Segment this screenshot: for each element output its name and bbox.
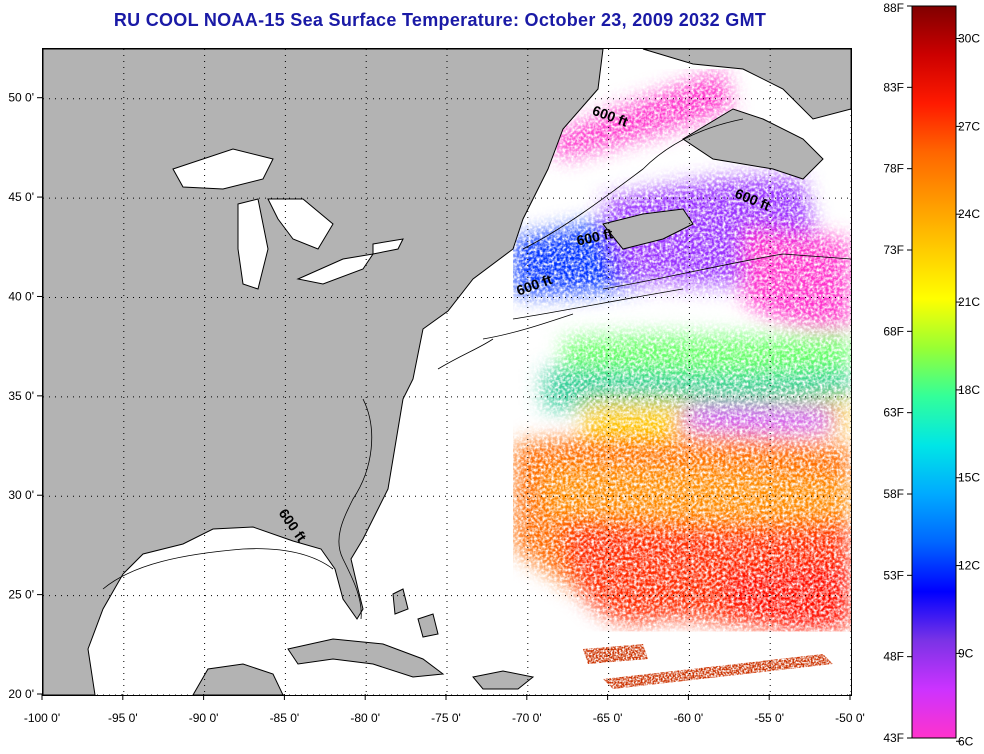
colorbar-f-label: 63F (883, 406, 904, 420)
longitude-ticks: -100 0' -95 0' -90 0' -85 0' -80 0' -75 0' -70… (24, 694, 865, 725)
lat-tick-label: 35 0' (8, 389, 34, 403)
colorbar-f-label: 73F (883, 243, 904, 257)
colorbar-c-label: 30C (958, 32, 980, 46)
lon-tick-label: -55 0' (754, 711, 784, 725)
lat-tick-label: 50 0' (8, 91, 34, 105)
colorbar-f-label: 83F (883, 80, 904, 94)
colorbar-f-label: 43F (883, 731, 904, 745)
lon-tick-label: -65 0' (593, 711, 623, 725)
colorbar-c-label: 6C (958, 734, 974, 748)
lon-tick-label: -80 0' (350, 711, 380, 725)
colorbar-c-label: 12C (958, 559, 980, 573)
lon-tick-label: -60 0' (674, 711, 704, 725)
lon-tick-label: -95 0' (108, 711, 138, 725)
lat-tick-label: 20 0' (8, 687, 34, 701)
lat-tick-label: 45 0' (8, 190, 34, 204)
latitude-ticks: 20 0' 25 0' 30 0' 35 0' 40 0' 45 0' 50 0' (8, 91, 42, 701)
colorbar-f-label: 58F (883, 487, 904, 501)
map-title: RU COOL NOAA-15 Sea Surface Temperature:… (113, 10, 767, 30)
colorbar-c-label: 21C (958, 295, 980, 309)
lat-tick-label: 30 0' (8, 488, 34, 502)
colorbar: 88F 83F 78F 73F 68F 63F 58F 53F 48F 43F 30C 27C 24C 2… (883, 1, 980, 748)
contour-label: 600 ft (575, 225, 614, 248)
colorbar-c-label: 15C (958, 471, 980, 485)
colorbar-f-label: 68F (883, 324, 904, 338)
colorbar-f-label: 78F (883, 162, 904, 176)
great-lakes (172, 148, 404, 290)
colorbar-c-label: 9C (958, 646, 974, 660)
land-mass (43, 49, 851, 695)
colorbar-f-label: 53F (883, 568, 904, 582)
map-panel[interactable]: 600 ft 600 ft 600 ft 600 ft 600 ft (42, 48, 852, 696)
lon-tick-label: -75 0' (431, 711, 461, 725)
lon-tick-label: -90 0' (189, 711, 219, 725)
lat-tick-label: 40 0' (8, 289, 34, 303)
contour-600ft (102, 118, 851, 620)
colorbar-gradient (911, 5, 957, 739)
lon-tick-label: -70 0' (512, 711, 542, 725)
lon-tick-label: -100 0' (24, 711, 60, 725)
lon-tick-label: -85 0' (270, 711, 300, 725)
colorbar-c-label: 27C (958, 119, 980, 133)
lon-tick-label: -50 0' (835, 711, 865, 725)
colorbar-f-label: 88F (883, 1, 904, 15)
colorbar-c-label: 24C (958, 207, 980, 221)
colorbar-c-label: 18C (958, 383, 980, 397)
colorbar-f-label: 48F (883, 650, 904, 664)
lat-tick-label: 25 0' (8, 588, 34, 602)
sst-streaks (583, 644, 833, 689)
